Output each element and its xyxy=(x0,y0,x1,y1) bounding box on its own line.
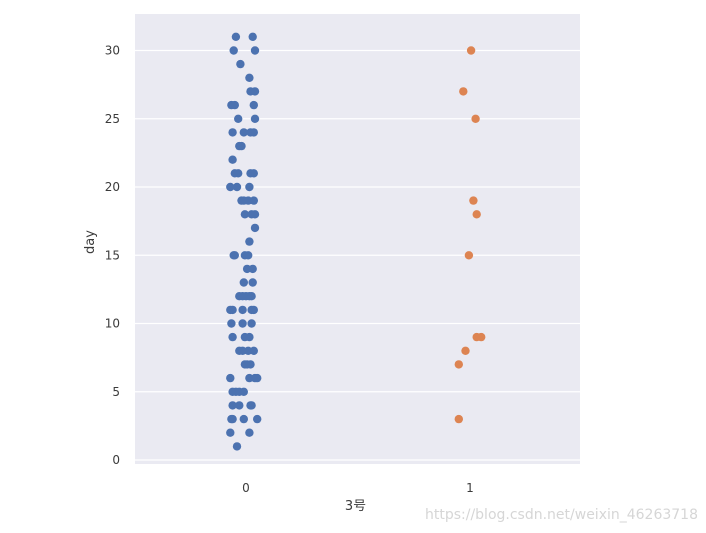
data-points xyxy=(226,32,486,451)
data-point-0 xyxy=(249,305,258,315)
data-point-0 xyxy=(226,182,235,192)
data-point-0 xyxy=(228,332,237,342)
data-point-1 xyxy=(471,114,480,124)
data-point-0 xyxy=(230,251,239,260)
data-point-0 xyxy=(239,414,248,424)
data-point-0 xyxy=(238,319,247,328)
data-point-0 xyxy=(253,414,262,424)
data-point-0 xyxy=(245,237,254,246)
data-point-0 xyxy=(237,141,246,151)
data-point-0 xyxy=(228,401,237,410)
data-point-0 xyxy=(234,169,243,178)
data-point-0 xyxy=(253,373,262,383)
data-point-0 xyxy=(248,32,257,41)
data-point-1 xyxy=(464,251,474,260)
data-point-0 xyxy=(228,414,237,424)
data-point-0 xyxy=(247,292,256,301)
data-point-0 xyxy=(250,114,260,124)
data-point-0 xyxy=(238,305,247,315)
data-point-0 xyxy=(248,264,257,274)
data-point-0 xyxy=(249,169,258,178)
data-point-0 xyxy=(229,46,238,55)
grid-lines xyxy=(135,49,580,461)
data-point-0 xyxy=(245,182,254,192)
data-point-0 xyxy=(235,401,244,410)
y-tick-label: 25 xyxy=(105,112,120,126)
data-point-0 xyxy=(227,319,236,328)
data-point-0 xyxy=(248,278,257,287)
y-axis-label: day xyxy=(83,230,98,254)
data-point-1 xyxy=(477,332,486,342)
data-point-0 xyxy=(249,100,258,110)
data-point-0 xyxy=(228,305,237,315)
data-point-0 xyxy=(230,100,239,110)
data-point-0 xyxy=(228,155,237,164)
data-point-0 xyxy=(239,278,248,287)
y-tick-label: 0 xyxy=(112,453,120,467)
data-point-0 xyxy=(247,401,256,410)
data-point-0 xyxy=(249,196,258,205)
x-tick-label: 1 xyxy=(466,481,474,495)
data-point-1 xyxy=(459,87,468,96)
data-point-0 xyxy=(250,87,260,96)
x-tick-label: 0 xyxy=(242,481,250,495)
watermark-text: https://blog.csdn.net/weixin_46263718 xyxy=(424,507,698,523)
data-point-0 xyxy=(245,73,254,83)
data-point-0 xyxy=(236,59,245,69)
data-point-0 xyxy=(232,442,242,451)
data-point-0 xyxy=(244,251,253,260)
data-point-0 xyxy=(247,319,256,328)
data-point-0 xyxy=(226,373,235,383)
data-point-0 xyxy=(249,128,258,137)
data-point-0 xyxy=(231,32,241,41)
data-point-0 xyxy=(232,182,242,192)
data-point-1 xyxy=(466,46,476,55)
data-point-0 xyxy=(250,223,260,233)
data-point-0 xyxy=(226,428,235,437)
data-point-0 xyxy=(245,332,254,342)
data-point-0 xyxy=(240,210,250,219)
data-point-0 xyxy=(249,346,258,355)
x-axis-label: 3号 xyxy=(345,499,366,514)
data-point-0 xyxy=(234,114,243,124)
y-tick-label: 5 xyxy=(112,385,120,399)
y-tick-labels: 0 5 10 15 20 25 30 xyxy=(105,44,120,468)
y-tick-label: 20 xyxy=(105,180,120,194)
data-point-1 xyxy=(454,414,463,424)
y-tick-label: 15 xyxy=(105,248,120,262)
data-point-0 xyxy=(250,210,260,219)
data-point-1 xyxy=(461,346,470,355)
data-point-0 xyxy=(228,128,237,137)
data-point-0 xyxy=(246,360,255,369)
data-point-0 xyxy=(239,387,248,396)
data-point-1 xyxy=(472,210,481,219)
data-point-0 xyxy=(245,428,254,437)
data-point-1 xyxy=(469,196,478,205)
y-tick-label: 10 xyxy=(105,317,120,331)
plot-background xyxy=(135,14,580,464)
y-tick-label: 30 xyxy=(105,44,120,58)
data-point-0 xyxy=(239,128,248,137)
data-point-0 xyxy=(250,46,260,55)
data-point-1 xyxy=(454,360,463,369)
